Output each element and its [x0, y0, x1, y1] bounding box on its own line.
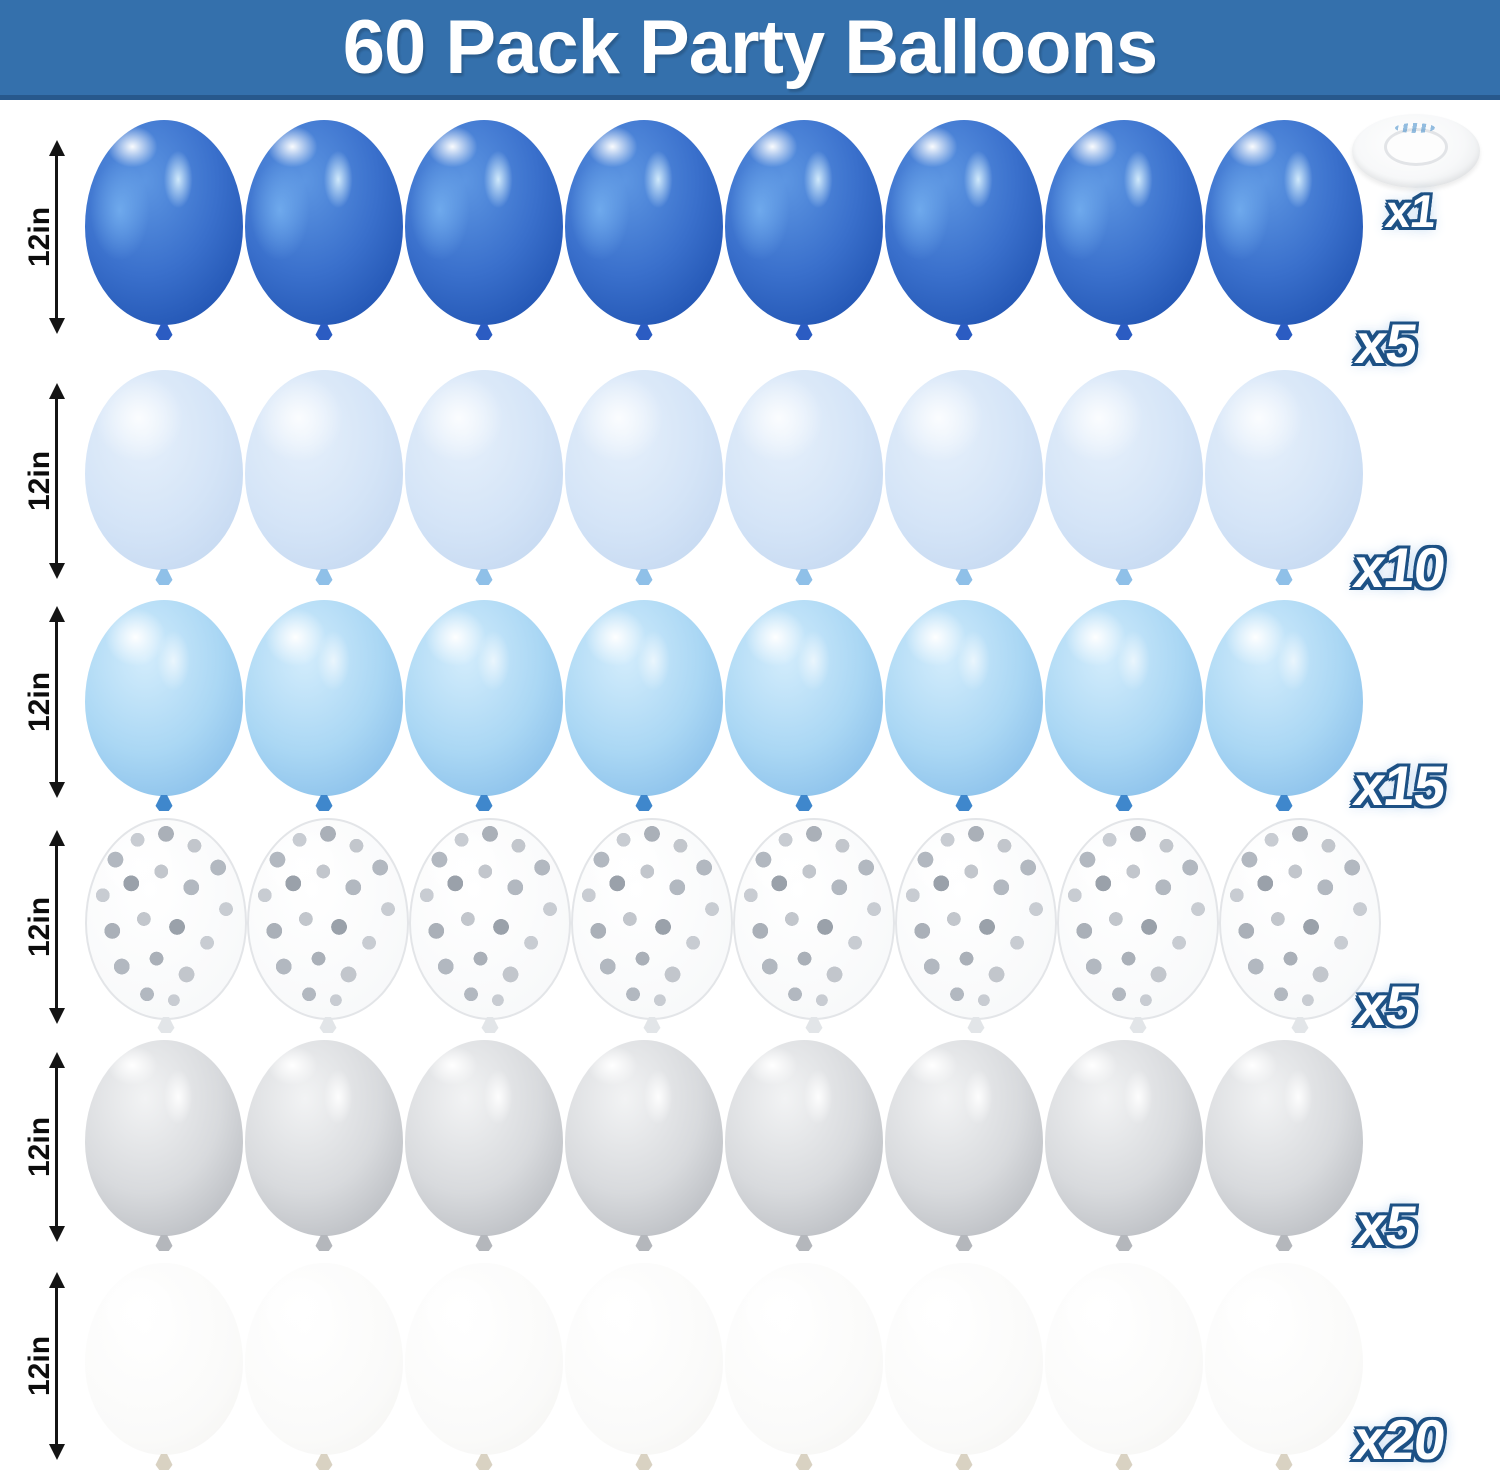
size-measure: 12in — [22, 830, 82, 1024]
balloon — [85, 120, 243, 325]
size-label: 12in — [23, 450, 56, 512]
quantity-badge-ribbon: x1 — [1382, 185, 1439, 237]
balloon — [1045, 600, 1203, 796]
quantity-badge: x15 — [1350, 754, 1449, 817]
balloon — [1205, 1263, 1363, 1455]
balloon — [571, 818, 733, 1020]
balloon — [405, 370, 563, 570]
size-measure: 12in — [22, 606, 82, 798]
balloon — [725, 120, 883, 325]
title-banner: 60 Pack Party Balloons — [0, 0, 1500, 100]
balloon-group-confetti-silver — [85, 818, 1381, 1020]
balloon — [895, 818, 1057, 1020]
balloon — [565, 120, 723, 325]
balloon — [885, 1040, 1043, 1236]
balloon — [245, 120, 403, 325]
balloon — [405, 120, 563, 325]
balloon-group-metallic-silver — [85, 1040, 1363, 1236]
balloon — [565, 600, 723, 796]
balloon — [885, 370, 1043, 570]
balloon — [1205, 1040, 1363, 1236]
balloon — [1045, 370, 1203, 570]
row-pearl-blue: 12in x15 — [0, 598, 1500, 817]
size-label: 12in — [23, 1335, 56, 1397]
height-arrow-icon — [55, 397, 58, 565]
size-label: 12in — [23, 206, 56, 268]
size-measure: 12in — [22, 1272, 82, 1460]
quantity-badge: x5 — [1352, 312, 1421, 375]
size-label: 12in — [23, 896, 56, 958]
balloon — [885, 120, 1043, 325]
balloon — [885, 1263, 1043, 1455]
height-arrow-icon — [55, 154, 58, 320]
balloon — [725, 600, 883, 796]
balloon — [85, 1263, 243, 1455]
balloon — [405, 1263, 563, 1455]
size-label: 12in — [23, 671, 56, 733]
size-measure: 12in — [22, 1052, 82, 1242]
balloon — [245, 600, 403, 796]
balloon — [885, 600, 1043, 796]
quantity-badge: x5 — [1352, 974, 1421, 1037]
size-measure: 12in — [22, 140, 82, 334]
balloon-group-metallic-blue — [85, 120, 1363, 325]
ribbon-roll — [1352, 114, 1480, 188]
size-measure: 12in — [22, 383, 82, 579]
balloon — [85, 1040, 243, 1236]
balloon — [725, 1040, 883, 1236]
balloon — [565, 1040, 723, 1236]
balloon — [245, 1040, 403, 1236]
balloon — [1205, 370, 1363, 570]
balloon — [85, 370, 243, 570]
quantity-badge: x5 — [1352, 1194, 1421, 1257]
balloon — [1045, 1040, 1203, 1236]
balloon — [1219, 818, 1381, 1020]
balloon — [1045, 1263, 1203, 1455]
balloon — [405, 600, 563, 796]
balloon — [245, 370, 403, 570]
quantity-badge: x10 — [1350, 536, 1449, 599]
height-arrow-icon — [55, 1286, 58, 1446]
balloon — [247, 818, 409, 1020]
row-metallic-silver: 12in x5 — [0, 1038, 1500, 1262]
page-title: 60 Pack Party Balloons — [342, 5, 1158, 90]
height-arrow-icon — [55, 1066, 58, 1228]
balloon — [85, 600, 243, 796]
row-pastel-blue: 12in x10 — [0, 368, 1500, 599]
balloon-group-white — [85, 1263, 1363, 1455]
size-label: 12in — [23, 1116, 56, 1178]
balloon — [725, 1263, 883, 1455]
balloon-group-pastel-blue — [85, 370, 1363, 570]
height-arrow-icon — [55, 620, 58, 784]
height-arrow-icon — [55, 844, 58, 1010]
balloon — [405, 1040, 563, 1236]
balloon — [1057, 818, 1219, 1020]
balloon — [565, 370, 723, 570]
balloon — [733, 818, 895, 1020]
row-confetti-silver: 12in x5 — [0, 816, 1500, 1038]
balloon-group-pearl-blue — [85, 600, 1363, 796]
balloon — [409, 818, 571, 1020]
balloon — [1045, 120, 1203, 325]
ribbon-roll-hole — [1384, 122, 1448, 166]
balloon — [1205, 120, 1363, 325]
balloon — [85, 818, 247, 1020]
row-metallic-blue: 12in x1 x5 — [0, 112, 1500, 375]
quantity-badge: x20 — [1350, 1408, 1449, 1471]
balloon — [1205, 600, 1363, 796]
row-white: 12in x20 — [0, 1262, 1500, 1471]
balloon — [725, 370, 883, 570]
balloon — [565, 1263, 723, 1455]
balloon — [245, 1263, 403, 1455]
